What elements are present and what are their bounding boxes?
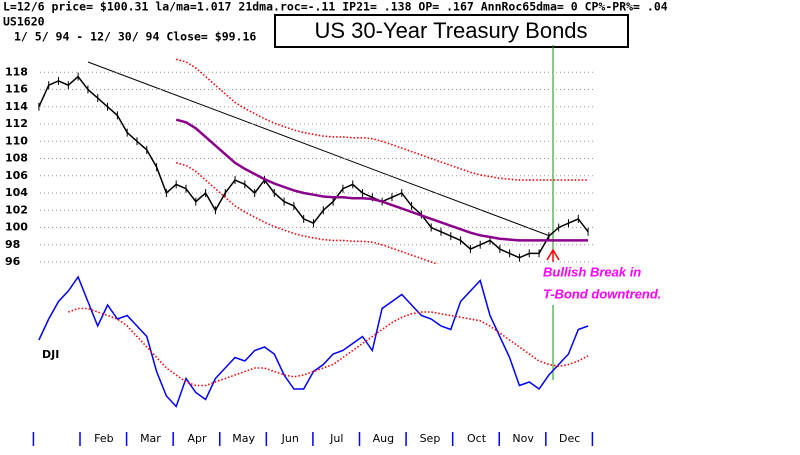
y-tick-label: 112 — [5, 117, 28, 130]
x-tick-label: Mar — [140, 432, 161, 445]
series-line — [175, 118, 589, 242]
buy-arrow — [546, 248, 560, 262]
series-line — [38, 275, 589, 408]
annotation: T-Bond downtrend. — [543, 286, 661, 301]
header-line: US1620 — [3, 15, 45, 29]
series-line — [68, 307, 589, 387]
x-tick-label: Apr — [188, 432, 208, 445]
y-tick-label: 96 — [5, 255, 21, 268]
series-line — [38, 75, 589, 259]
x-tick-label: Feb — [94, 432, 113, 445]
y-tick-label: 114 — [5, 100, 28, 113]
y-tick-label: 102 — [5, 203, 28, 216]
header-line: L=12/6 price= $100.31 la/ma=1.017 21dma.… — [3, 0, 668, 14]
series-line — [175, 58, 589, 181]
trend-line — [87, 61, 551, 237]
y-tick-label: 118 — [5, 65, 28, 78]
x-tick-label: Nov — [512, 432, 534, 445]
y-tick-label: 116 — [5, 83, 28, 96]
header-line: 1/ 5/ 94 - 12/ 30/ 94 Close= $99.16 — [14, 30, 256, 44]
y-tick-label: 104 — [5, 186, 28, 199]
y-tick-label: 110 — [5, 134, 28, 147]
panel-label: DJI — [42, 348, 59, 361]
x-tick-label: Sep — [420, 432, 441, 445]
x-tick-label: Jul — [329, 432, 343, 445]
y-tick-label: 108 — [5, 152, 28, 165]
chart-title: US 30-Year Treasury Bonds — [314, 18, 587, 43]
y-tick-label: 106 — [5, 169, 28, 182]
series-line — [175, 162, 440, 264]
x-tick-label: Aug — [373, 432, 394, 445]
annotation: Bullish Break in — [543, 264, 641, 279]
x-tick-label: Jun — [281, 432, 299, 445]
y-tick-label: 98 — [5, 238, 20, 251]
x-tick-label: Dec — [559, 432, 580, 445]
x-tick-label: Oct — [467, 432, 487, 445]
x-tick-label: May — [232, 432, 255, 445]
title-box — [274, 14, 629, 48]
y-tick-label: 100 — [5, 221, 28, 234]
